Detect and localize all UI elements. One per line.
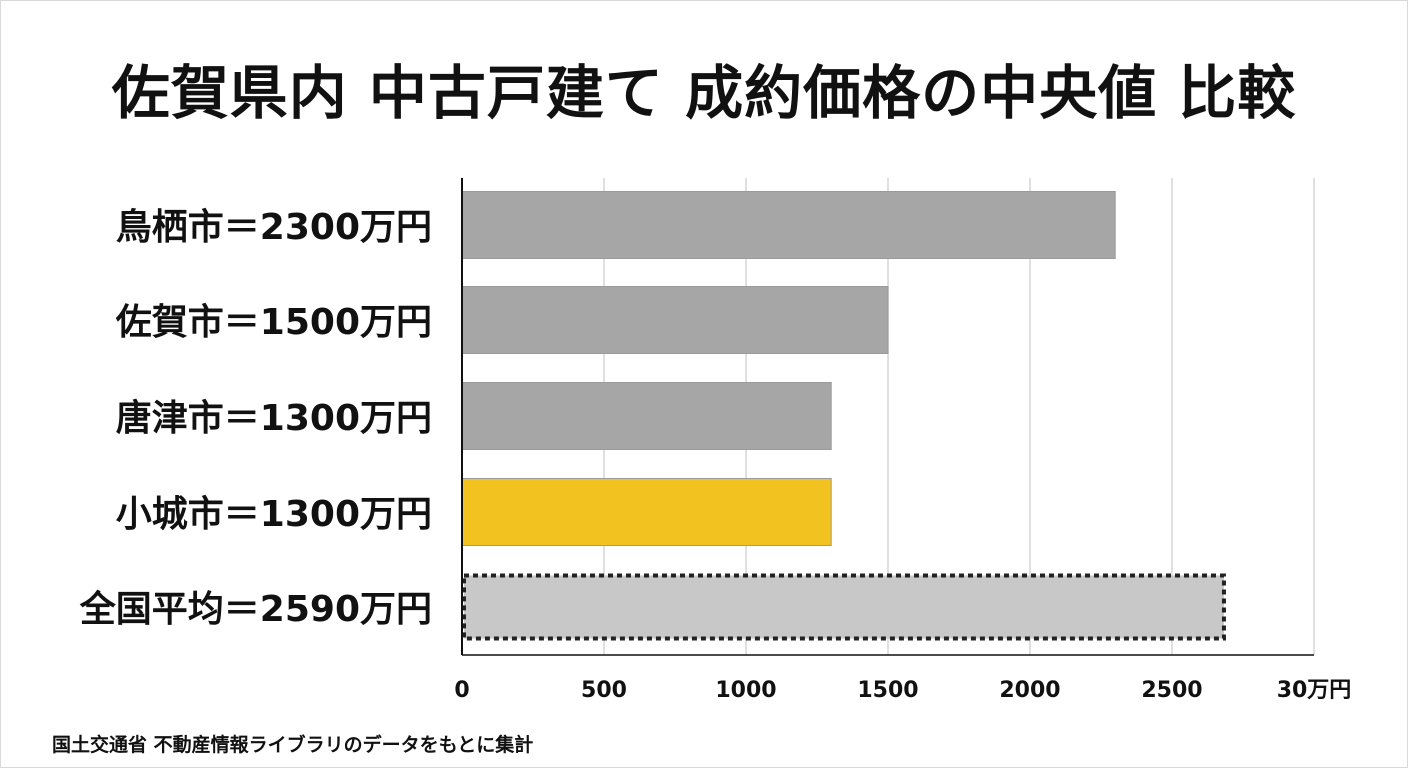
x-tick-label: 2000 — [999, 678, 1060, 703]
category-label: 唐津市＝1300万円 — [116, 397, 432, 439]
bar — [461, 191, 1116, 259]
x-tick-label: 1000 — [715, 678, 776, 703]
x-tick-label: 30万円 — [1277, 678, 1352, 703]
axes — [461, 178, 1314, 656]
chart-title: 佐賀県内 中古戸建て 成約価格の中央値 比較 — [111, 59, 1297, 127]
bar — [461, 286, 889, 354]
category-label: 全国平均＝2590万円 — [79, 588, 432, 630]
x-tick-label: 1500 — [857, 678, 918, 703]
source-note: 国土交通省 不動産情報ライブラリのデータをもとに集計 — [52, 734, 534, 756]
bar — [461, 382, 832, 450]
x-tick-label: 2500 — [1141, 678, 1202, 703]
category-labels: 鳥栖市＝2300万円佐賀市＝1500万円唐津市＝1300万円小城市＝1300万円… — [79, 207, 432, 630]
bar — [462, 573, 1226, 641]
x-tick-label: 500 — [581, 678, 627, 703]
bar — [461, 478, 832, 546]
category-label: 小城市＝1300万円 — [116, 494, 432, 535]
category-label: 鳥栖市＝2300万円 — [116, 207, 432, 248]
category-label: 佐賀市＝1500万円 — [115, 302, 432, 343]
x-tick-label: 0 — [454, 678, 469, 703]
bars — [461, 191, 1226, 641]
x-tick-labels: 0 500 1000 1500 2000 2500 30万円 — [454, 678, 1351, 703]
